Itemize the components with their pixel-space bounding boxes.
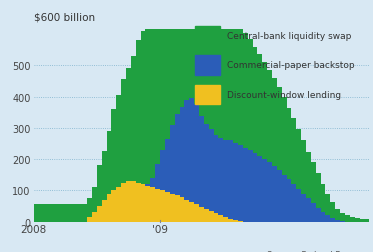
Text: Commercial-paper backstop: Commercial-paper backstop <box>226 61 354 70</box>
Text: Source: Federal Reserve: Source: Federal Reserve <box>267 250 369 252</box>
Text: Central-bank liquidity swap: Central-bank liquidity swap <box>226 32 351 41</box>
Text: Discount-window lending: Discount-window lending <box>226 91 341 100</box>
FancyBboxPatch shape <box>195 26 220 46</box>
FancyBboxPatch shape <box>195 56 220 75</box>
Text: $600 billion: $600 billion <box>34 13 95 23</box>
FancyBboxPatch shape <box>195 86 220 105</box>
